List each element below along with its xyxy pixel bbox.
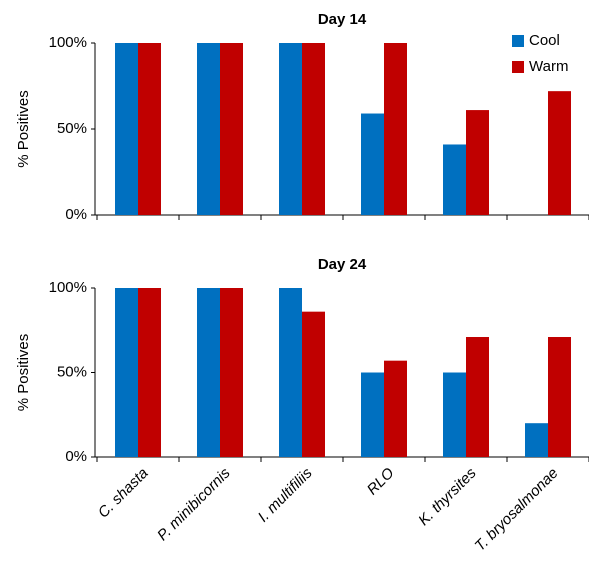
y-tick-label: 50% (57, 363, 87, 380)
bar (197, 43, 220, 215)
chart-title: Day 14 (318, 11, 367, 28)
bar (361, 113, 384, 215)
bar (138, 43, 161, 215)
legend-swatch (512, 35, 524, 47)
legend-label: Warm (529, 58, 568, 75)
bar (443, 372, 466, 457)
bar (443, 144, 466, 215)
bar (220, 43, 243, 215)
bar (384, 360, 407, 457)
x-tick-label: RLO (364, 464, 398, 498)
x-tick-label: T. bryosalmonae (472, 465, 562, 555)
y-tick-label: 100% (49, 279, 87, 296)
y-tick-label: 0% (65, 206, 87, 223)
bar (115, 288, 138, 457)
bar (361, 372, 384, 457)
bar (220, 288, 243, 457)
bar (302, 43, 325, 215)
y-tick-label: 50% (57, 120, 87, 137)
bar (279, 288, 302, 457)
bar (138, 288, 161, 457)
x-tick-label: I. multifiliis (255, 464, 316, 525)
x-tick-label: P. minibicornis (154, 464, 234, 544)
bar (466, 337, 489, 457)
bar (548, 91, 571, 215)
bar (525, 423, 548, 457)
legend-label: Cool (529, 32, 560, 49)
x-tick-label: K. thyrsites (415, 464, 480, 529)
y-axis-label: % Positives (15, 334, 32, 412)
y-tick-label: 0% (65, 448, 87, 465)
bar (279, 43, 302, 215)
x-tick-label: C. shasta (95, 465, 152, 522)
bar (466, 110, 489, 215)
bar (302, 311, 325, 457)
chart-title: Day 24 (318, 256, 367, 273)
y-axis-label: % Positives (15, 90, 32, 168)
bar (548, 337, 571, 457)
bar (197, 288, 220, 457)
bar (384, 43, 407, 215)
bar (115, 43, 138, 215)
legend-swatch (512, 61, 524, 73)
y-tick-label: 100% (49, 34, 87, 51)
